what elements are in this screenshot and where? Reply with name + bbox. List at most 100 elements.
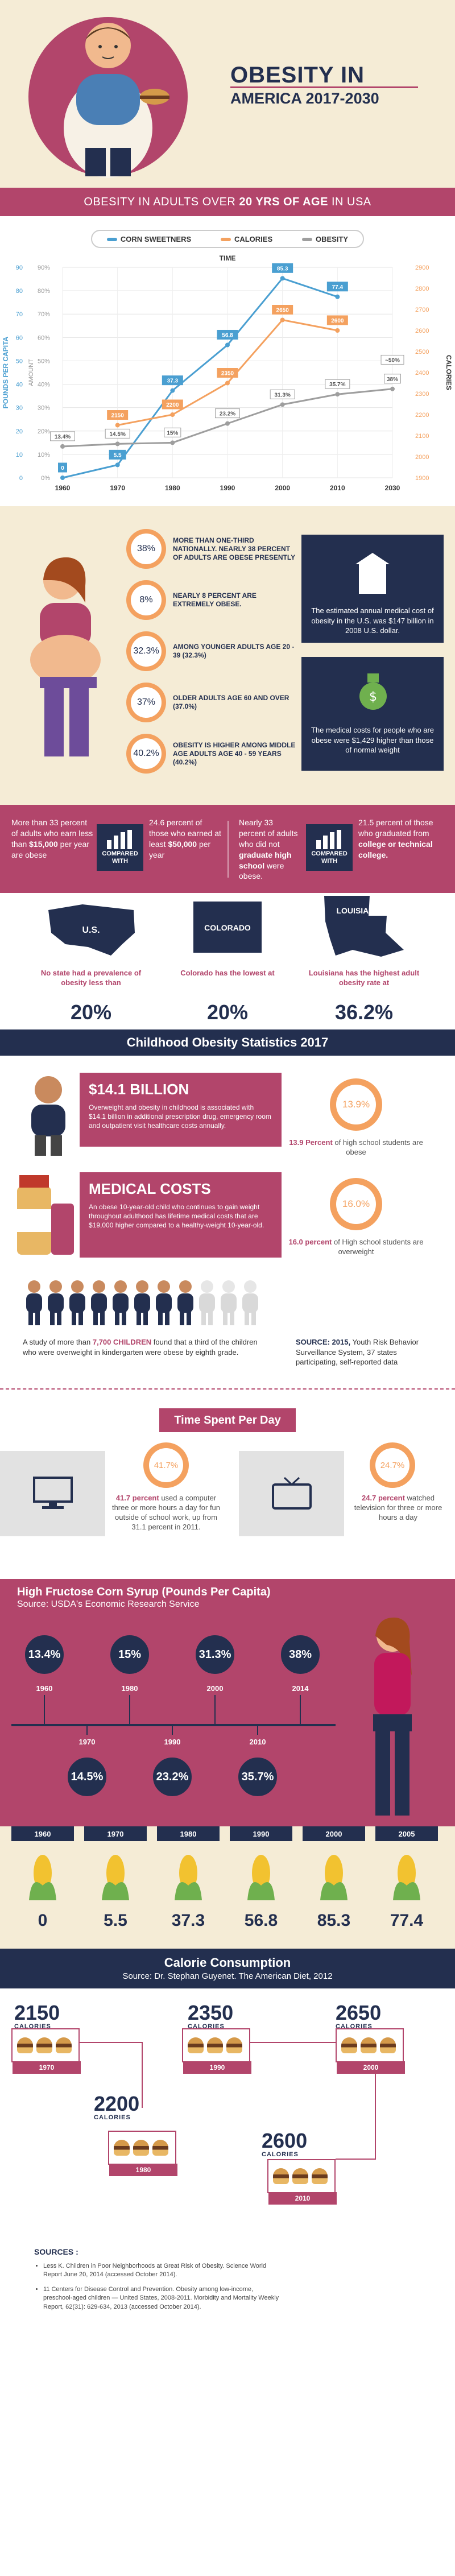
calorie-tile: 1980 (108, 2131, 177, 2176)
state-colorado: COLORADO Colorado has the lowest at 20% (171, 893, 284, 1024)
y-tick-middle: 40% (38, 382, 50, 388)
timeline-stem (214, 1695, 216, 1725)
annual-cost-text: The estimated annual medical cost of obe… (311, 606, 434, 635)
y-tick-left: 0 (19, 475, 23, 482)
corn-item: 2005 77.4 (375, 1826, 438, 1930)
data-label-bg (272, 305, 293, 315)
data-label-bg (270, 389, 295, 399)
calorie-value: 2650 (336, 2001, 382, 2024)
calorie-value-block: 2150 CALORIES (14, 2001, 60, 2031)
child-body (177, 1293, 193, 1313)
data-label-bg (325, 379, 350, 389)
card-title: MEDICAL COSTS (89, 1180, 211, 1197)
timeline-stem (172, 1726, 173, 1735)
child-head (114, 1280, 127, 1293)
child-body (242, 1293, 258, 1313)
calorie-value-block: 2650 CALORIES (336, 2001, 382, 2031)
burger-group (341, 2037, 396, 2053)
y-tick-middle: 60% (38, 334, 50, 341)
y-tick-left: 70 (16, 311, 23, 318)
burger-icon (152, 2140, 168, 2156)
childhood-banner-text: Childhood Obesity Statistics 2017 (126, 1035, 329, 1049)
child-body (26, 1293, 42, 1313)
child-body (69, 1293, 85, 1313)
burger-icon (226, 2037, 242, 2053)
ring-overweight-students: 16.0% (330, 1178, 382, 1230)
child-leg (136, 1312, 141, 1325)
ring-computer: 41.7% (143, 1442, 189, 1488)
time-spent-banner: Time Spent Per Day (159, 1408, 296, 1432)
states-section: U.S. No state had a prevalence of obesit… (0, 893, 455, 1029)
data-label-bg (162, 375, 183, 386)
child-head (49, 1280, 62, 1293)
data-label-bg (107, 410, 129, 420)
corn-year: 1970 (84, 1826, 147, 1841)
ring-note-computer: 41.7 percent used a computer three or mo… (111, 1494, 221, 1531)
state-pct: 20% (206, 1000, 249, 1024)
billion-cost-card: $14.1 BILLION Overweight and obesity in … (80, 1073, 282, 1147)
child-body (48, 1293, 64, 1313)
data-label: 2150 (111, 413, 125, 419)
timeline-bubble: 31.3% (193, 1633, 237, 1676)
stat-item: 32.3% AMONG YOUNGER ADULTS AGE 20 - 39 (3… (126, 631, 297, 671)
stat-pct: 37% (131, 687, 162, 718)
stat-pct: 8% (131, 585, 162, 615)
stat-text: MORE THAN ONE-THIRD NATIONALLY. NEARLY 3… (173, 536, 296, 561)
calorie-value: 2150 (14, 2001, 60, 2024)
child-leg (180, 1312, 184, 1325)
child-leg (122, 1312, 126, 1325)
data-point (280, 402, 285, 407)
obese-man-illustration (28, 17, 188, 178)
y-tick-left: 60 (16, 334, 23, 341)
x-tick: 2030 (385, 484, 400, 492)
child-body (156, 1293, 172, 1313)
data-label: ~50% (385, 357, 400, 363)
x-tick: 1980 (165, 484, 180, 492)
child-body (113, 1293, 129, 1313)
y-tick-right: 2600 (415, 328, 429, 334)
y-tick-right: 2000 (415, 454, 429, 461)
child-leg (158, 1312, 163, 1325)
line-chart: 0 0% 10 10% 20 20% 30 30% 40 40% 50 50% 60 60% 70 70% 80… (2, 254, 453, 492)
data-label-bg (215, 408, 240, 419)
child-leg (115, 1312, 119, 1325)
child-leg (187, 1312, 191, 1325)
x-tick: 2010 (330, 484, 345, 492)
child-leg (143, 1312, 148, 1325)
data-point (60, 444, 65, 449)
ring-note-obese: 13.9 Percent of high school students are… (289, 1138, 423, 1156)
child-leg (35, 1312, 40, 1325)
legend-swatch (301, 238, 312, 242)
computer-icon (32, 1477, 73, 1509)
y-axis-label-left: POUNDS PER CAPITA (2, 336, 10, 408)
y-tick-right: 2400 (415, 370, 429, 377)
data-label: 2350 (221, 371, 234, 377)
y-tick-middle: 70% (38, 311, 50, 318)
child-head (222, 1280, 235, 1293)
child-head (244, 1280, 257, 1293)
source-item: 11 Centers for Disease Control and Preve… (43, 2285, 282, 2312)
stat-text: NEARLY 8 PERCENT ARE EXTREMELY OBESE. (173, 592, 257, 608)
child-head (136, 1280, 148, 1293)
corn-icon (247, 1855, 275, 1900)
legend-item-calories: CALORIES (220, 235, 272, 243)
section-divider (228, 821, 229, 878)
y-axis-label-middle: AMOUNT (28, 359, 35, 386)
stat-pct: 40.2% (131, 738, 162, 769)
compared-badge-income: COMPARED WITH (97, 824, 143, 871)
burger-group (273, 2168, 328, 2184)
computer-box (0, 1451, 105, 1536)
burger-group (17, 2037, 72, 2053)
hfcs-subtitle: Source: USDA's Economic Research Service (17, 1599, 200, 1609)
child-leg (50, 1312, 55, 1325)
data-label: 5.5 (114, 452, 122, 458)
y-tick-left: 10 (16, 452, 23, 458)
child-leg (208, 1312, 213, 1325)
timeline-year: 1990 (155, 1735, 190, 1748)
stat-text: OBESITY IS HIGHER AMONG MIDDLE AGE ADULT… (173, 741, 296, 766)
x-tick: 1970 (110, 484, 125, 492)
y-tick-left: 90 (16, 264, 23, 271)
childhood-section: $14.1 BILLION Overweight and obesity in … (0, 1056, 455, 1408)
timeline-year: 1970 (69, 1735, 105, 1748)
corn-icon (393, 1855, 420, 1900)
